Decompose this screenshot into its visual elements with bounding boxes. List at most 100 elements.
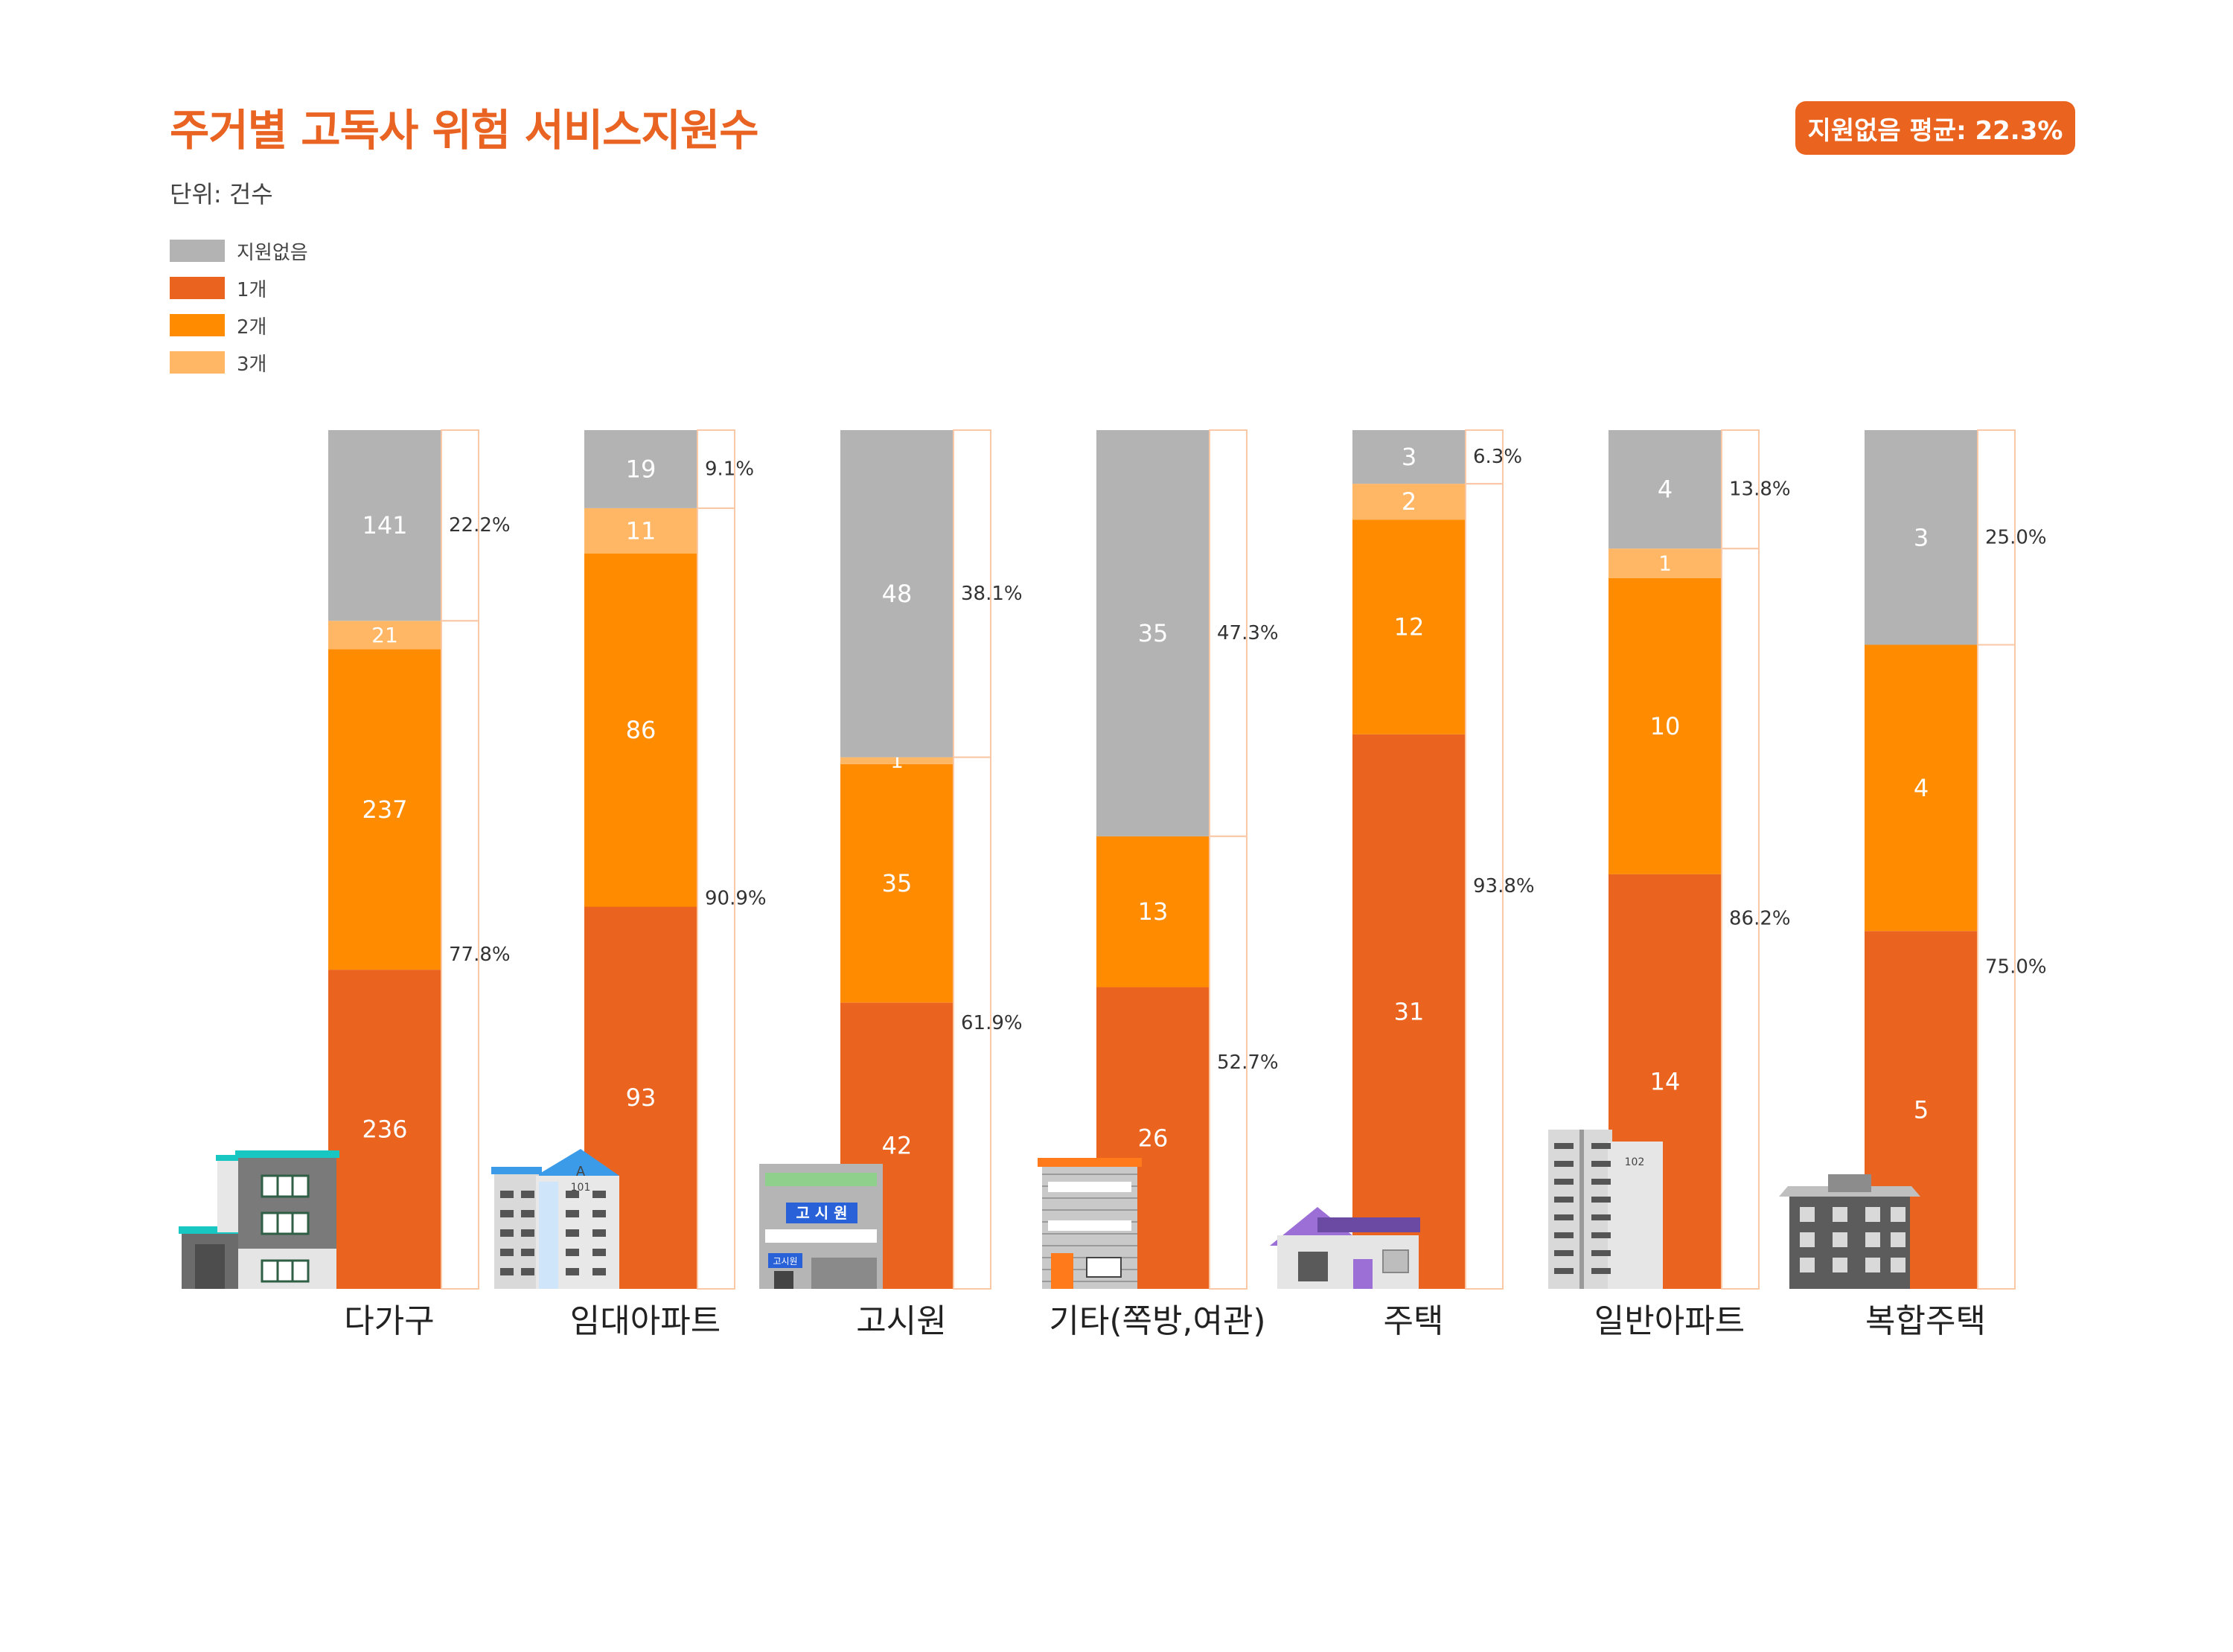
data-label: 86 bbox=[626, 716, 657, 744]
pct-label-no-support: 38.1% bbox=[961, 583, 1023, 605]
category-label: 주택 bbox=[1384, 1302, 1444, 1340]
data-label: 11 bbox=[626, 516, 657, 545]
legend-label: 1개 bbox=[237, 278, 267, 301]
rect bbox=[566, 1191, 579, 1198]
rental-apartment-icon: A 101 bbox=[491, 1149, 619, 1289]
data-label: 93 bbox=[626, 1083, 657, 1112]
rect bbox=[1865, 1258, 1880, 1272]
rect bbox=[1554, 1268, 1574, 1274]
bracket-supported bbox=[1977, 644, 2016, 1290]
rect bbox=[1298, 1252, 1328, 1281]
category-label: 다가구 bbox=[344, 1302, 434, 1340]
data-label: 21 bbox=[371, 623, 398, 647]
rect bbox=[235, 1150, 339, 1158]
rect bbox=[1833, 1207, 1847, 1222]
bar-segment bbox=[840, 763, 953, 1003]
rect bbox=[1038, 1158, 1142, 1167]
rect bbox=[566, 1268, 579, 1275]
house-icon bbox=[1270, 1207, 1420, 1289]
rect bbox=[261, 1174, 310, 1198]
rect bbox=[1865, 1207, 1880, 1222]
rect bbox=[592, 1210, 606, 1217]
legend: 지원없음 1개 2개 3개 bbox=[170, 232, 308, 381]
icon-text: A bbox=[576, 1164, 586, 1179]
legend-label: 3개 bbox=[237, 353, 267, 376]
rect bbox=[1086, 1257, 1122, 1278]
bar-segment bbox=[584, 430, 697, 508]
rect bbox=[1554, 1179, 1574, 1185]
pct-label-supported: 52.7% bbox=[1217, 1051, 1279, 1074]
rect bbox=[1554, 1161, 1574, 1167]
bar-segment bbox=[328, 430, 441, 621]
rect bbox=[592, 1229, 606, 1237]
legend-label: 지원없음 bbox=[237, 241, 308, 264]
rect bbox=[1865, 1232, 1880, 1247]
rect bbox=[1554, 1250, 1574, 1256]
data-label: 3 bbox=[1402, 443, 1416, 471]
bar-segment bbox=[1352, 430, 1466, 484]
data-label: 31 bbox=[1394, 997, 1425, 1025]
polygon bbox=[536, 1149, 619, 1176]
multiplex-house-icon bbox=[1779, 1174, 1920, 1289]
legend-item-3: 3개 bbox=[170, 344, 308, 381]
icon-text: 고 시 원 bbox=[796, 1204, 847, 1222]
apartment-icon: 102 bbox=[1548, 1130, 1663, 1289]
rect bbox=[1800, 1207, 1815, 1222]
rect bbox=[786, 1203, 857, 1223]
data-label: 19 bbox=[626, 455, 657, 483]
data-label: 236 bbox=[362, 1115, 407, 1144]
rect bbox=[500, 1191, 514, 1198]
category-label: 고시원 bbox=[856, 1302, 946, 1340]
bracket-supported bbox=[697, 507, 735, 1290]
legend-item-2: 2개 bbox=[170, 307, 308, 344]
category-label: 복합주택 bbox=[1865, 1302, 1986, 1340]
rect bbox=[1833, 1232, 1847, 1247]
rect bbox=[1591, 1197, 1611, 1203]
rect bbox=[765, 1229, 877, 1243]
pct-label-supported: 86.2% bbox=[1729, 908, 1791, 930]
bar-group: 5 4 3 25.0% 75.0% 복합주택 bbox=[1865, 429, 2047, 1340]
rect bbox=[1579, 1130, 1584, 1289]
rect bbox=[261, 1259, 310, 1283]
rect bbox=[179, 1226, 244, 1234]
rect bbox=[1051, 1253, 1073, 1289]
data-label: 12 bbox=[1394, 612, 1425, 641]
icon-text: 101 bbox=[571, 1182, 591, 1194]
bracket-supported bbox=[1721, 548, 1760, 1290]
pct-label-no-support: 6.3% bbox=[1473, 446, 1522, 468]
rect bbox=[1554, 1143, 1574, 1149]
data-label: 42 bbox=[882, 1132, 913, 1160]
bracket-supported bbox=[441, 620, 479, 1290]
bar-segment bbox=[1865, 644, 1978, 932]
data-label: 237 bbox=[362, 795, 407, 824]
jjokbang-inn-icon bbox=[1038, 1158, 1142, 1289]
legend-item-no-support: 지원없음 bbox=[170, 232, 308, 269]
rect bbox=[500, 1229, 514, 1237]
pct-label-no-support: 25.0% bbox=[1985, 526, 2047, 548]
rect bbox=[521, 1210, 534, 1217]
bar-segment bbox=[1609, 430, 1722, 549]
bracket-supported bbox=[1465, 483, 1504, 1290]
rect bbox=[521, 1249, 534, 1256]
rect bbox=[500, 1249, 514, 1256]
pct-label-supported: 90.9% bbox=[705, 887, 767, 909]
bracket-supported bbox=[953, 756, 991, 1290]
rect bbox=[566, 1210, 579, 1217]
pct-label-supported: 61.9% bbox=[961, 1012, 1023, 1034]
rect bbox=[1800, 1232, 1815, 1247]
data-label: 14 bbox=[1650, 1067, 1681, 1095]
rect bbox=[811, 1258, 877, 1289]
bar-segment bbox=[584, 508, 697, 554]
rect bbox=[1591, 1161, 1611, 1167]
category-label: 일반아파트 bbox=[1594, 1302, 1745, 1340]
rect bbox=[216, 1155, 246, 1161]
rect bbox=[566, 1249, 579, 1256]
rect bbox=[1382, 1249, 1409, 1273]
pct-label-no-support: 13.8% bbox=[1729, 478, 1791, 501]
data-label: 26 bbox=[1138, 1124, 1169, 1152]
legend-swatch bbox=[170, 240, 225, 262]
data-label: 4 bbox=[1914, 774, 1929, 802]
category-label: 기타(쪽방,여관) bbox=[1049, 1302, 1265, 1340]
